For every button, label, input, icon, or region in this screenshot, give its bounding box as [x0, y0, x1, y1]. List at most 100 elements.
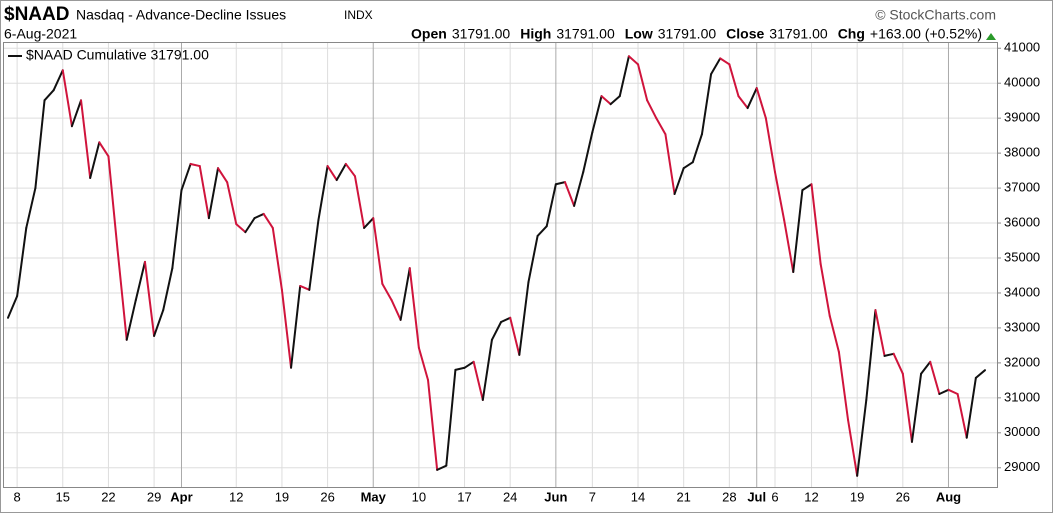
y-tick-label: 33000: [1004, 319, 1040, 334]
line-segment: [353, 175, 366, 229]
x-tick-label: Jul: [747, 489, 766, 504]
quote-value: 31791.00: [658, 26, 717, 42]
lines: [7, 55, 986, 477]
line-segment: [682, 161, 694, 170]
line-segment: [883, 352, 895, 357]
line-segment: [326, 165, 338, 182]
y-tick-label: 34000: [1004, 284, 1040, 299]
x-tick-label: Apr: [170, 489, 192, 504]
line-segment: [490, 320, 503, 341]
x-tick-label: 8: [14, 489, 21, 504]
chart-title: Nasdaq - Advance-Decline Issues: [76, 7, 286, 23]
grid: [4, 43, 1001, 487]
line-segment: [7, 295, 19, 319]
line-segment: [16, 226, 28, 298]
y-tick-label: 32000: [1004, 354, 1040, 369]
line-segment: [573, 171, 585, 207]
line-segment: [837, 351, 850, 421]
line-segment: [755, 87, 767, 120]
quote-value: 31791.00: [769, 26, 828, 42]
line-segment: [262, 212, 274, 229]
line-segment: [646, 99, 658, 120]
line-segment: [901, 372, 913, 443]
line-segment: [171, 189, 183, 270]
line-segment: [527, 234, 539, 284]
y-tick-label: 37000: [1004, 180, 1040, 195]
line-segment: [363, 217, 375, 229]
line-segment: [244, 217, 256, 234]
line-segment: [390, 298, 402, 321]
line-segment: [974, 369, 986, 379]
watermark: © StockCharts.com: [875, 7, 996, 23]
line-segment: [828, 315, 840, 354]
line-segment: [536, 225, 548, 237]
x-tick-label: 21: [676, 489, 690, 504]
line-segment: [52, 69, 64, 92]
y-tick-label: 39000: [1004, 110, 1040, 125]
line-segment: [965, 376, 977, 439]
line-segment: [143, 260, 156, 337]
line-segment: [226, 181, 238, 226]
x-tick-label: 19: [275, 489, 289, 504]
x-tick-label: 26: [896, 489, 910, 504]
line-segment: [728, 63, 740, 98]
x-tick-label: Jun: [544, 489, 567, 504]
quote-value: +163.00 (+0.52%): [870, 26, 982, 42]
line-segment: [783, 218, 795, 273]
line-segment: [98, 141, 110, 158]
y-tick-label: 31000: [1004, 389, 1040, 404]
quote-value: 31791.00: [452, 26, 511, 42]
line-segment: [710, 57, 722, 76]
line-segment: [874, 309, 886, 357]
line-segment: [947, 388, 959, 396]
line-segment: [700, 73, 713, 136]
line-segment: [764, 117, 776, 174]
line-segment: [773, 171, 786, 221]
line-segment: [627, 55, 640, 66]
y-tick-label: 41000: [1004, 40, 1040, 55]
line-segment: [792, 189, 804, 273]
x-tick-label: 26: [320, 489, 334, 504]
line-segment: [454, 366, 466, 371]
line-segment: [563, 181, 576, 207]
line-segment: [207, 167, 220, 220]
quote-label: High: [520, 26, 551, 42]
line-segment: [290, 284, 302, 369]
x-tick-label: 29: [147, 489, 161, 504]
quote-label: Low: [625, 26, 653, 42]
line-segment: [153, 309, 165, 337]
line-segment: [417, 346, 430, 382]
line-segment: [591, 95, 603, 134]
line-segment: [518, 281, 530, 356]
line-segment: [445, 368, 457, 467]
x-tick-label: 15: [56, 489, 70, 504]
line-segment: [472, 360, 484, 401]
quote-label: Open: [411, 26, 447, 42]
line-segment: [280, 288, 293, 369]
up-arrow: [986, 33, 996, 40]
line-segment: [89, 141, 101, 179]
x-tick-label: 19: [850, 489, 864, 504]
x-tick-label: 10: [412, 489, 426, 504]
x-tick-label: 28: [722, 489, 736, 504]
y-tick-label: 38000: [1004, 145, 1040, 160]
y-tick-label: 36000: [1004, 214, 1040, 229]
plot-frame: [3, 42, 998, 488]
line-segment: [810, 183, 822, 265]
line-segment: [481, 338, 493, 401]
line-segment: [637, 63, 649, 102]
line-segment: [116, 248, 128, 341]
line-segment: [746, 87, 758, 110]
line-segment: [801, 183, 813, 192]
line-segment: [308, 218, 320, 291]
line-segment: [80, 99, 92, 179]
line-segment: [134, 260, 146, 301]
x-tick-label: May: [361, 489, 387, 504]
line-segment: [34, 99, 46, 190]
x-tick-label: 12: [229, 489, 243, 504]
line-segment: [600, 95, 612, 106]
line-segment: [70, 99, 83, 128]
line-segment: [819, 262, 831, 318]
exchange: INDX: [344, 8, 373, 22]
